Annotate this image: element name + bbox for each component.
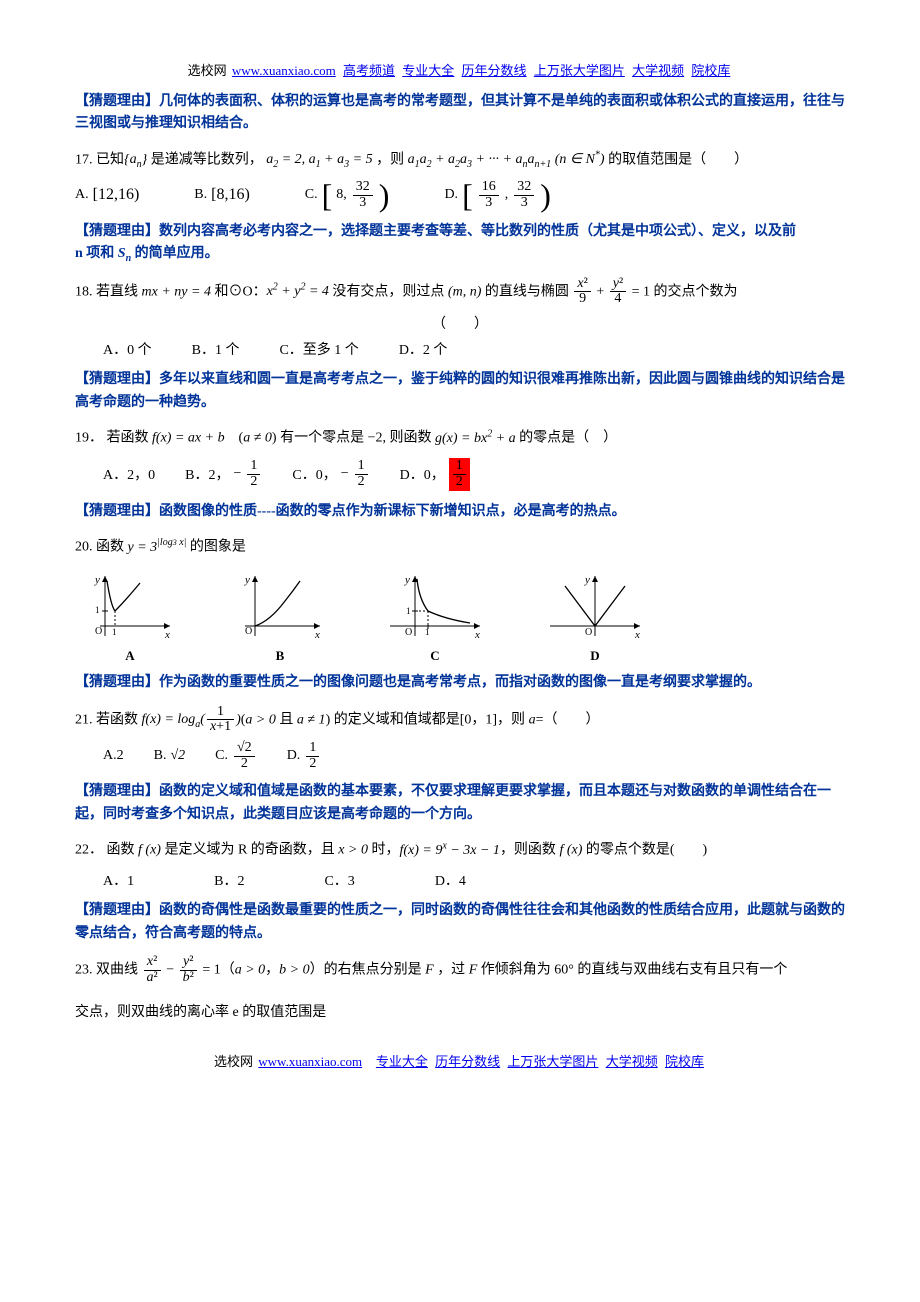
q21-C: C. √22: [215, 741, 257, 771]
svg-text:y: y: [94, 574, 100, 586]
q18-num: 18.: [75, 284, 93, 299]
q22-options: A．1 B．2 C．3 D．4: [75, 870, 845, 890]
q17-num: 17.: [75, 152, 93, 167]
q20-reason: 【猜题理由】作为函数的重要性质之一的图像问题也是高考常考点，而指对函数的图像一直…: [75, 672, 845, 694]
q18-A: A．0 个: [103, 339, 152, 359]
footer-link-2[interactable]: 上万张大学图片: [507, 1054, 598, 1069]
header-url[interactable]: www.xuanxiao.com: [232, 63, 336, 78]
q17-r3: 的简单应用。: [135, 246, 219, 261]
q17-r2: 项和: [86, 246, 114, 261]
header-link-1[interactable]: 专业大全: [402, 63, 454, 78]
q20: 20. 函数 y = 3|log3 x| 的图象是: [75, 533, 845, 561]
graph-B-label: B: [235, 648, 325, 664]
q17-ta: 已知: [96, 152, 124, 167]
q17-A: A. [12,16): [75, 186, 139, 204]
header-prefix: 选校网: [188, 63, 227, 78]
footer-nav: 选校网 www.xuanxiao.com 专业大全 历年分数线 上万张大学图片 …: [75, 1051, 845, 1070]
graph-C: y x O 1 1 C: [385, 571, 485, 664]
q22-A: A．1: [103, 870, 134, 890]
q19-D: D．0，12: [400, 458, 470, 490]
q17-C: C. [8, 323): [305, 180, 390, 210]
svg-text:x: x: [164, 629, 170, 641]
q18-B: B．1 个: [192, 339, 240, 359]
svg-text:x: x: [634, 629, 640, 641]
reason-top: 【猜题理由】几何体的表面积、体积的运算也是高考的常考题型，但其计算不是单纯的表面…: [75, 91, 845, 136]
q22: 22． 函数 f (x) 是定义域为 R 的奇函数，且 x > 0 时，f(x)…: [75, 836, 845, 864]
q21-reason: 【猜题理由】函数的定义域和值域是函数的基本要素，不仅要求理解更要求掌握，而且本题…: [75, 781, 845, 826]
q17-options: A. [12,16) B. [8,16) C. [8, 323) D. [163…: [75, 180, 845, 210]
svg-text:1: 1: [112, 627, 117, 637]
q17-reason: 【猜题理由】数列内容高考必考内容之一，选择题主要考查等差、等比数列的性质（尤其是…: [75, 221, 845, 267]
svg-text:O: O: [405, 627, 412, 638]
svg-text:O: O: [95, 626, 102, 637]
q17-r1: 【猜题理由】数列内容高考必考内容之一，选择题主要考查等差、等比数列的性质（尤其是…: [75, 224, 796, 239]
footer-url[interactable]: www.xuanxiao.com: [258, 1054, 362, 1069]
q21-D: D. 12: [287, 741, 322, 771]
graph-B: y x O B: [235, 571, 325, 664]
svg-text:1: 1: [425, 627, 430, 637]
q22-B: B．2: [214, 870, 244, 890]
q19-B: B．2，−12: [185, 459, 262, 489]
q20-tb: 的图象是: [190, 540, 246, 555]
graph-D: y x O D: [545, 571, 645, 664]
q19-C: C．0，−12: [292, 459, 369, 489]
q20-num: 20.: [75, 540, 93, 555]
svg-text:1: 1: [406, 606, 411, 616]
svg-text:y: y: [404, 574, 410, 586]
q18: 18. 若直线 mx + ny = 4 和⊙O：x2 + y2 = 4 没有交点…: [75, 277, 845, 307]
q23-num: 23.: [75, 963, 93, 978]
q19: 19． 若函数 f(x) = ax + b (a ≠ 0) 有一个零点是 −2,…: [75, 424, 845, 452]
q21-num: 21.: [75, 712, 93, 727]
q22-C: C．3: [324, 870, 354, 890]
graph-A-label: A: [85, 648, 175, 664]
q19-num: 19．: [75, 431, 103, 446]
graph-A: y x O 1 1 A: [85, 571, 175, 664]
q22-D: D．4: [435, 870, 466, 890]
q23-line2: 交点，则双曲线的离心率 e 的取值范围是: [75, 1000, 845, 1027]
q21-options: A.2 B. √2 C. √22 D. 12: [75, 741, 845, 771]
q19-options: A．2，0 B．2，−12 C．0，−12 D．0，12: [75, 458, 845, 490]
q18-paren: （ ）: [75, 313, 845, 333]
svg-text:1: 1: [95, 605, 100, 615]
svg-text:x: x: [314, 629, 320, 641]
q20-graphs: y x O 1 1 A y x O B: [85, 571, 845, 664]
footer-link-3[interactable]: 大学视频: [606, 1054, 658, 1069]
q17-tb: 是递减等比数列，: [151, 152, 263, 167]
svg-text:O: O: [585, 627, 592, 638]
header-link-4[interactable]: 大学视频: [632, 63, 684, 78]
q19-A: A．2，0: [103, 464, 155, 484]
footer-prefix: 选校网: [214, 1054, 253, 1069]
q19-reason: 【猜题理由】函数图像的性质----函数的零点作为新课标下新增知识点，必是高考的热…: [75, 501, 845, 523]
q17-tc: ，则: [376, 152, 404, 167]
q21: 21. 若函数 f(x) = loga(1x+1)(a > 0 且 a ≠ 1)…: [75, 705, 845, 735]
q17-B: B. [8,16): [194, 186, 250, 204]
graph-D-label: D: [545, 648, 645, 664]
header-link-0[interactable]: 高考频道: [343, 63, 395, 78]
svg-text:O: O: [245, 626, 252, 637]
header-link-5[interactable]: 院校库: [691, 63, 730, 78]
q22-num: 22．: [75, 843, 103, 858]
header-link-2[interactable]: 历年分数线: [462, 63, 527, 78]
svg-text:x: x: [474, 629, 480, 641]
q18-reason: 【猜题理由】多年以来直线和圆一直是高考考点之一，鉴于纯粹的圆的知识很难再推陈出新…: [75, 369, 845, 414]
q17-td: 的取值范围是（ ）: [608, 152, 748, 167]
header-link-3[interactable]: 上万张大学图片: [534, 63, 625, 78]
header-nav: 选校网 www.xuanxiao.com 高考频道 专业大全 历年分数线 上万张…: [75, 60, 845, 79]
q23: 23. 双曲线 x²a² − y²b² = 1（a > 0，b > 0）的右焦点…: [75, 955, 845, 985]
q18-C: C．至多 1 个: [279, 339, 358, 359]
svg-text:y: y: [584, 574, 590, 586]
q20-ta: 函数: [96, 540, 124, 555]
footer-link-0[interactable]: 专业大全: [376, 1054, 428, 1069]
q22-reason: 【猜题理由】函数的奇偶性是函数最重要的性质之一，同时函数的奇偶性往往会和其他函数…: [75, 900, 845, 945]
q18-options: A．0 个 B．1 个 C．至多 1 个 D．2 个: [75, 339, 845, 359]
q21-A: A.2: [103, 748, 124, 764]
q17-D: D. [163, 323): [444, 180, 550, 210]
svg-text:y: y: [244, 574, 250, 586]
graph-C-label: C: [385, 648, 485, 664]
q18-D: D．2 个: [399, 339, 448, 359]
footer-link-1[interactable]: 历年分数线: [435, 1054, 500, 1069]
q21-B: B. √2: [154, 748, 186, 764]
q17: 17. 已知{an} 是递减等比数列， a2 = 2, a1 + a3 = 5 …: [75, 146, 845, 174]
footer-link-4[interactable]: 院校库: [665, 1054, 704, 1069]
